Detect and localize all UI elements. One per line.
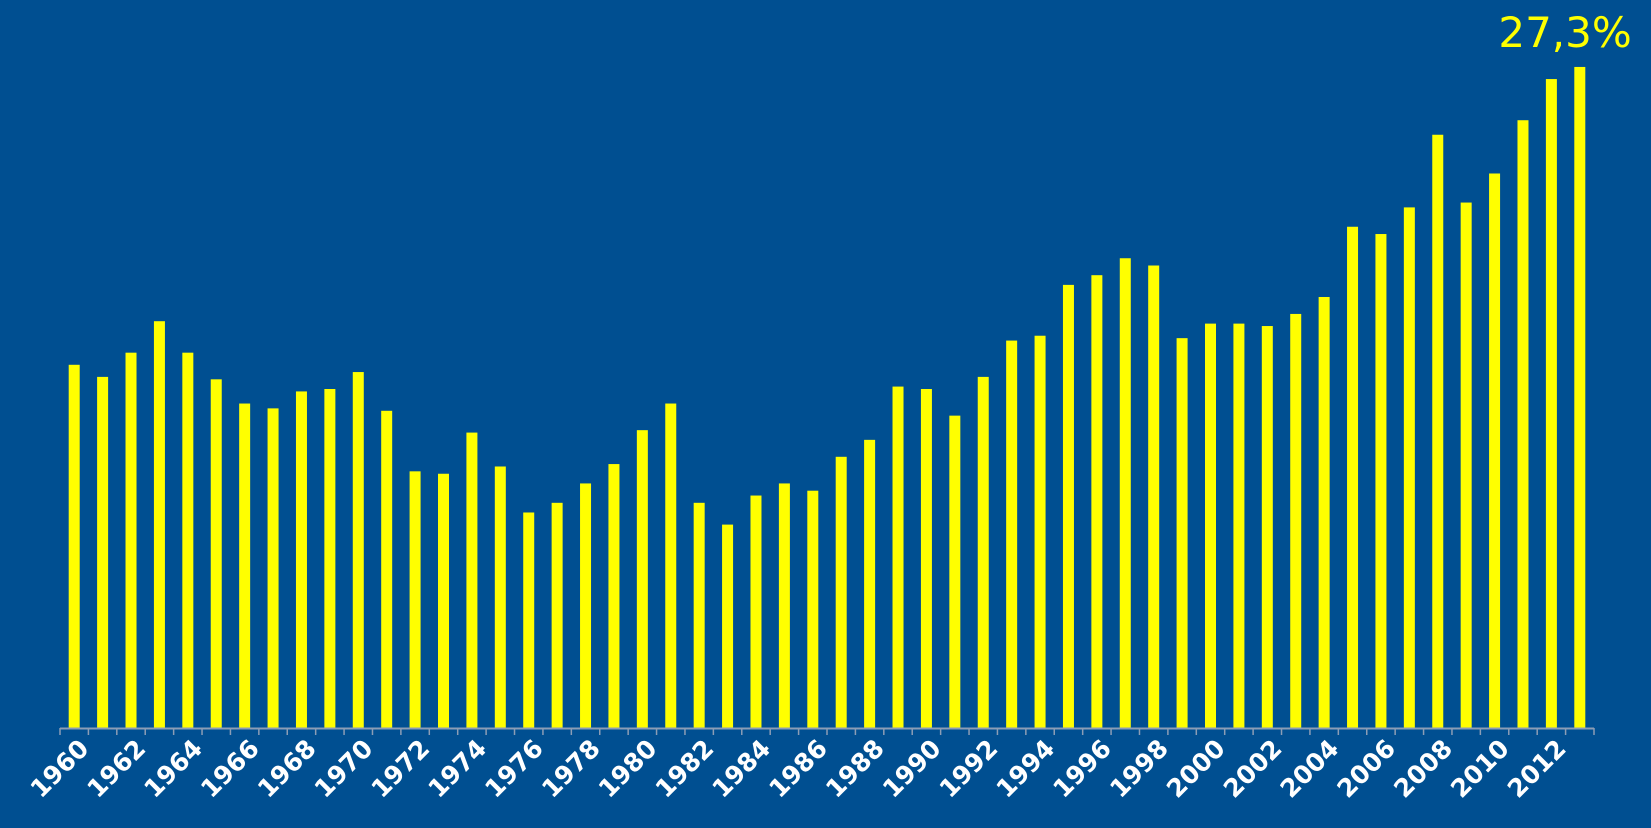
bar-1982	[693, 502, 705, 728]
bar-2003	[1290, 313, 1302, 728]
bar-1991	[949, 415, 961, 728]
bar-2005	[1347, 226, 1359, 728]
bar-2000	[1205, 323, 1216, 728]
bar-1968	[295, 391, 307, 728]
bar-1975	[494, 466, 506, 728]
bar-1963	[153, 321, 165, 728]
bar-1973	[438, 473, 449, 728]
bar-1978	[580, 483, 592, 728]
bar-1998	[1148, 265, 1160, 728]
bar-1981	[665, 403, 677, 728]
bar-1979	[608, 464, 620, 728]
bar-1989	[892, 386, 904, 728]
data-labels: 27,3%	[1498, 8, 1631, 57]
bar-1987	[835, 456, 847, 728]
bar-1970	[352, 372, 364, 728]
bar-2011	[1517, 120, 1529, 729]
bar-1984	[750, 495, 762, 728]
bar-1997	[1119, 258, 1131, 728]
bar-2008	[1432, 134, 1444, 728]
bar-2001	[1233, 323, 1245, 728]
bar-1985	[778, 483, 790, 728]
bar-1964	[182, 352, 194, 728]
bar-1992	[977, 376, 989, 728]
bar-1990	[920, 389, 932, 728]
bar-2007	[1403, 207, 1415, 728]
bars-group	[68, 66, 1586, 729]
bar-1994	[1034, 335, 1046, 728]
bar-1996	[1091, 275, 1103, 728]
bar-1980	[636, 430, 648, 728]
bar-1974	[466, 432, 478, 728]
bar-1993	[1006, 340, 1018, 728]
data-label-2013: 27,3%	[1498, 8, 1631, 57]
bar-1977	[551, 502, 563, 728]
bar-2012	[1545, 79, 1557, 728]
bar-2009	[1460, 202, 1472, 729]
bar-1967	[267, 408, 279, 728]
bar-2006	[1375, 234, 1387, 728]
bar-1966	[239, 403, 251, 728]
bar-1995	[1062, 284, 1074, 728]
bar-2010	[1489, 173, 1501, 729]
bar-1960	[68, 364, 80, 728]
bar-2013	[1574, 66, 1586, 728]
bar-1988	[864, 439, 876, 728]
bar-1976	[523, 512, 535, 728]
bar-1961	[97, 376, 109, 728]
bar-1983	[722, 524, 734, 728]
bar-1962	[125, 352, 137, 728]
bar-1969	[324, 389, 336, 728]
bar-2002	[1261, 326, 1273, 728]
bar-1999	[1176, 338, 1188, 728]
bar-2004	[1318, 296, 1330, 728]
bar-1971	[381, 410, 393, 728]
bar-1972	[409, 471, 421, 728]
bar-1965	[210, 379, 222, 728]
x-axis	[59, 727, 1595, 735]
bar-1986	[807, 490, 819, 728]
